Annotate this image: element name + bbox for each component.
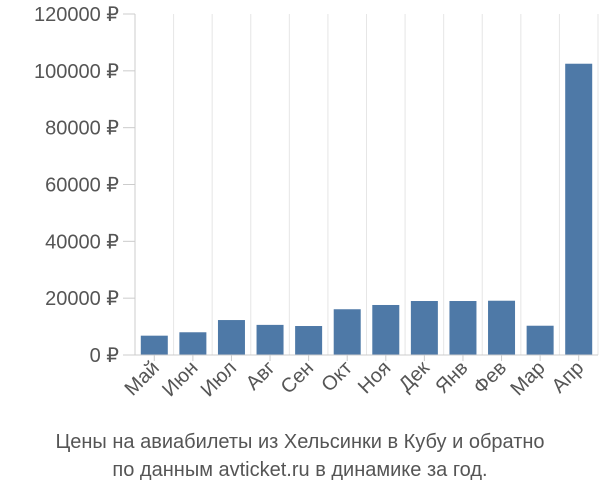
bar-5 bbox=[295, 326, 323, 355]
y-tick-label: 60000 ₽ bbox=[45, 175, 119, 197]
x-tick-label: Янв bbox=[431, 357, 472, 398]
bar-12 bbox=[565, 63, 593, 356]
bar-3 bbox=[217, 320, 245, 355]
bar-11 bbox=[526, 325, 554, 355]
x-tick-label: Июл bbox=[197, 357, 241, 401]
bar-4 bbox=[256, 324, 284, 355]
x-tick-label: Мар bbox=[506, 357, 549, 400]
y-tick-label: 100000 ₽ bbox=[34, 61, 119, 83]
bar-2 bbox=[179, 332, 207, 355]
x-tick-label: Май bbox=[121, 357, 164, 400]
bar-10 bbox=[488, 300, 516, 355]
x-tick-label: Окт bbox=[317, 357, 356, 396]
y-tick-label: 0 ₽ bbox=[90, 345, 120, 367]
y-axis-ticks: 0 ₽ 20000 ₽ 40000 ₽ 60000 ₽ 80000 ₽ 100000 ₽ 1… bbox=[34, 4, 135, 367]
y-tick-label: 120000 ₽ bbox=[34, 4, 119, 26]
x-tick-label: Апр bbox=[548, 357, 589, 398]
chart-caption: Цены на авиабилеты из Хельсинки в Кубу и… bbox=[0, 428, 600, 484]
x-tick-label: Июн bbox=[158, 357, 202, 401]
bar-8 bbox=[410, 301, 438, 355]
bar-7 bbox=[372, 304, 400, 355]
bar-6 bbox=[333, 309, 361, 355]
y-tick-label: 20000 ₽ bbox=[45, 288, 119, 310]
axes bbox=[123, 14, 598, 356]
bar-1 bbox=[140, 335, 168, 355]
x-tick-label: Сен bbox=[277, 357, 318, 398]
bars bbox=[140, 63, 593, 356]
bar-chart: 0 ₽ 20000 ₽ 40000 ₽ 60000 ₽ 80000 ₽ 100000 ₽ 1… bbox=[34, 4, 599, 401]
x-tick-label: Авг bbox=[242, 357, 280, 395]
caption-line-1: Цены на авиабилеты из Хельсинки в Кубу и… bbox=[55, 431, 545, 453]
x-tick-label: Ноя bbox=[354, 357, 395, 398]
x-tick-label: Дек bbox=[395, 357, 434, 396]
caption-line-2: по данным avticket.ru в динамике за год. bbox=[112, 459, 488, 481]
grid-lines bbox=[134, 14, 599, 355]
y-tick-label: 80000 ₽ bbox=[45, 118, 119, 140]
bar-9 bbox=[449, 301, 477, 355]
y-tick-label: 40000 ₽ bbox=[45, 231, 119, 253]
x-tick-label: Фев bbox=[469, 357, 511, 399]
